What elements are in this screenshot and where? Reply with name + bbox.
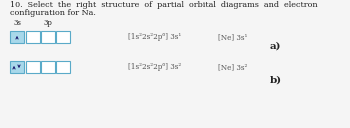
Text: [1s²2s²2p⁶] 3s¹: [1s²2s²2p⁶] 3s¹ [128, 33, 181, 41]
Text: 10.  Select  the  right  structure  of  partial  orbital  diagrams  and  electro: 10. Select the right structure of partia… [10, 1, 318, 9]
Text: 3p: 3p [43, 19, 52, 27]
Text: 3s: 3s [13, 19, 21, 27]
Bar [56, 61, 70, 73]
Text: [Ne] 3s²: [Ne] 3s² [218, 63, 247, 71]
Bar [41, 61, 55, 73]
Bar [10, 31, 24, 43]
Text: b): b) [270, 76, 282, 85]
Bar [56, 31, 70, 43]
Bar [10, 61, 24, 73]
Text: configuration for Na.: configuration for Na. [10, 9, 96, 17]
Text: [1s²2s²2p⁶] 3s²: [1s²2s²2p⁶] 3s² [128, 63, 181, 71]
Text: [Ne] 3s¹: [Ne] 3s¹ [218, 33, 247, 41]
Bar [26, 61, 40, 73]
Text: a): a) [270, 42, 281, 51]
Bar [41, 31, 55, 43]
Bar [26, 31, 40, 43]
